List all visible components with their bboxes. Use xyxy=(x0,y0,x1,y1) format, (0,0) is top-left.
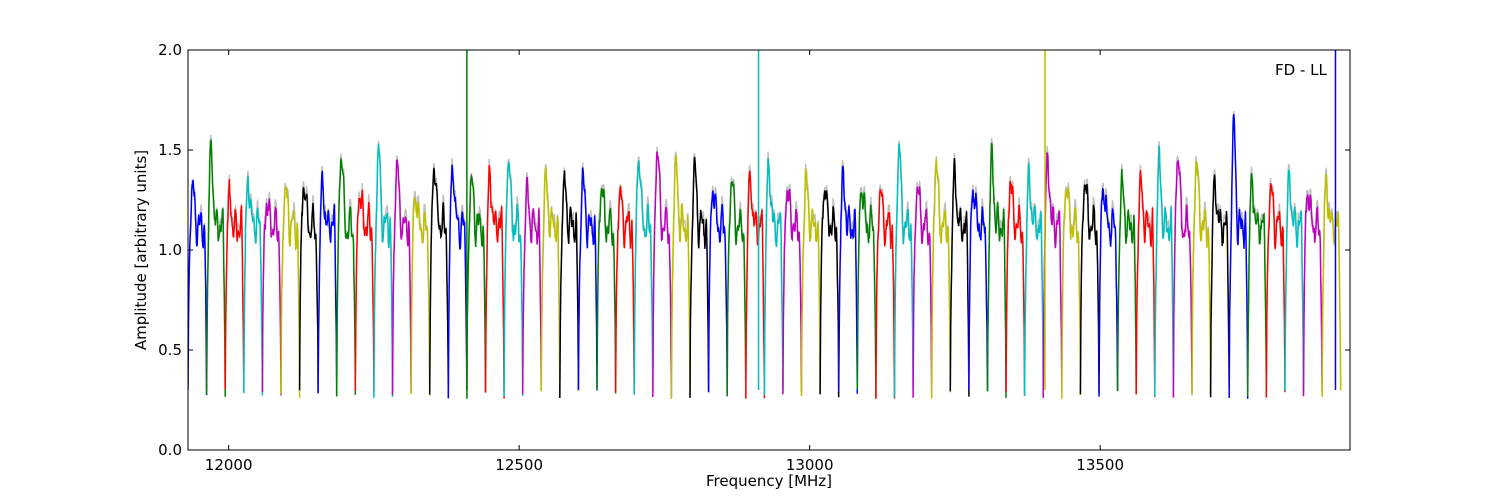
channel-trace-30 xyxy=(745,170,766,399)
channel-trace-16 xyxy=(484,165,505,399)
channel-trace-19 xyxy=(540,166,561,398)
series-layer xyxy=(188,50,1342,399)
y-tick-label-3: 1.5 xyxy=(158,141,182,159)
channel-trace-38 xyxy=(893,143,914,398)
x-tick-label-3: 13500 xyxy=(1076,456,1124,474)
polarization-annotation: FD - LL xyxy=(1275,61,1327,79)
channel-trace-40 xyxy=(930,159,952,399)
channel-trace-50 xyxy=(1116,168,1137,395)
channel-trace-32 xyxy=(782,188,803,395)
channel-trace-60 xyxy=(1302,193,1323,397)
channel-trace-56 xyxy=(1228,114,1249,399)
channel-trace-49 xyxy=(1098,187,1119,397)
channel-trace-22 xyxy=(596,188,617,394)
channel-trace-58 xyxy=(1265,183,1286,398)
y-tick-label-0: 0.0 xyxy=(158,441,182,459)
channel-trace-54 xyxy=(1191,160,1212,396)
channel-trace-20 xyxy=(559,170,580,399)
channel-trace-7 xyxy=(317,170,338,396)
channel-trace-13 xyxy=(428,167,450,399)
channel-trace-24 xyxy=(633,160,654,395)
channel-trace-53 xyxy=(1172,159,1193,398)
channel-trace-57 xyxy=(1246,173,1268,397)
channel-trace-5 xyxy=(280,186,301,398)
channel-trace-52 xyxy=(1154,145,1175,397)
channel-trace-33 xyxy=(800,168,821,397)
channel-trace-1 xyxy=(205,139,226,397)
channel-trace-44 xyxy=(1005,180,1026,396)
channel-trace-55 xyxy=(1209,174,1230,398)
tick-layer: 12000 12500 13000 13500 0.0 0.5 1.0 1.5 2.0 xyxy=(158,41,1350,474)
channel-trace-25 xyxy=(652,151,673,398)
channel-trace-61 xyxy=(1321,173,1342,397)
y-tick-label-4: 2.0 xyxy=(158,41,182,59)
x-tick-label-1: 12500 xyxy=(495,456,543,474)
channel-trace-51 xyxy=(1135,170,1156,398)
channel-trace-12 xyxy=(410,197,431,396)
channel-trace-23 xyxy=(614,186,635,393)
channel-trace-0 xyxy=(188,179,208,396)
channel-trace-42 xyxy=(968,189,989,391)
y-axis-label: Amplitude [arbitrary units] xyxy=(132,150,150,350)
channel-trace-15 xyxy=(466,173,487,399)
y-tick-label-1: 0.5 xyxy=(158,341,182,359)
channel-trace-4 xyxy=(261,198,282,396)
channel-trace-26 xyxy=(670,153,691,399)
channel-trace-28 xyxy=(707,190,728,396)
channel-trace-17 xyxy=(503,161,524,397)
channel-trace-43 xyxy=(986,142,1007,399)
y-tick-label-2: 1.0 xyxy=(158,241,182,259)
channel-trace-9 xyxy=(354,189,375,392)
channel-trace-37 xyxy=(875,189,896,399)
channel-trace-2 xyxy=(224,179,245,393)
channel-trace-3 xyxy=(243,175,264,396)
channel-trace-47 xyxy=(1061,187,1082,399)
channel-trace-34 xyxy=(819,190,840,398)
channel-trace-21 xyxy=(577,167,598,391)
channel-trace-39 xyxy=(912,186,933,398)
channel-trace-18 xyxy=(521,176,542,395)
channel-trace-14 xyxy=(447,164,468,399)
channel-trace-59 xyxy=(1284,169,1305,393)
channel-trace-36 xyxy=(856,192,877,398)
channel-trace-11 xyxy=(391,158,412,395)
channel-trace-29 xyxy=(726,181,747,397)
channel-trace-8 xyxy=(335,158,357,397)
channel-trace-35 xyxy=(837,165,859,394)
channel-trace-10 xyxy=(373,143,394,398)
x-axis-label: Frequency [MHz] xyxy=(706,472,832,490)
channel-trace-41 xyxy=(949,158,970,397)
channel-trace-45 xyxy=(1023,162,1044,396)
x-tick-label-0: 12000 xyxy=(205,456,253,474)
channel-trace-46 xyxy=(1042,152,1063,398)
channel-trace-48 xyxy=(1079,183,1100,395)
channel-trace-27 xyxy=(689,156,710,398)
channel-trace-31 xyxy=(763,158,784,396)
x-tick-label-2: 13000 xyxy=(786,456,834,474)
channel-trace-6 xyxy=(298,186,319,392)
plot-background xyxy=(188,50,1350,450)
